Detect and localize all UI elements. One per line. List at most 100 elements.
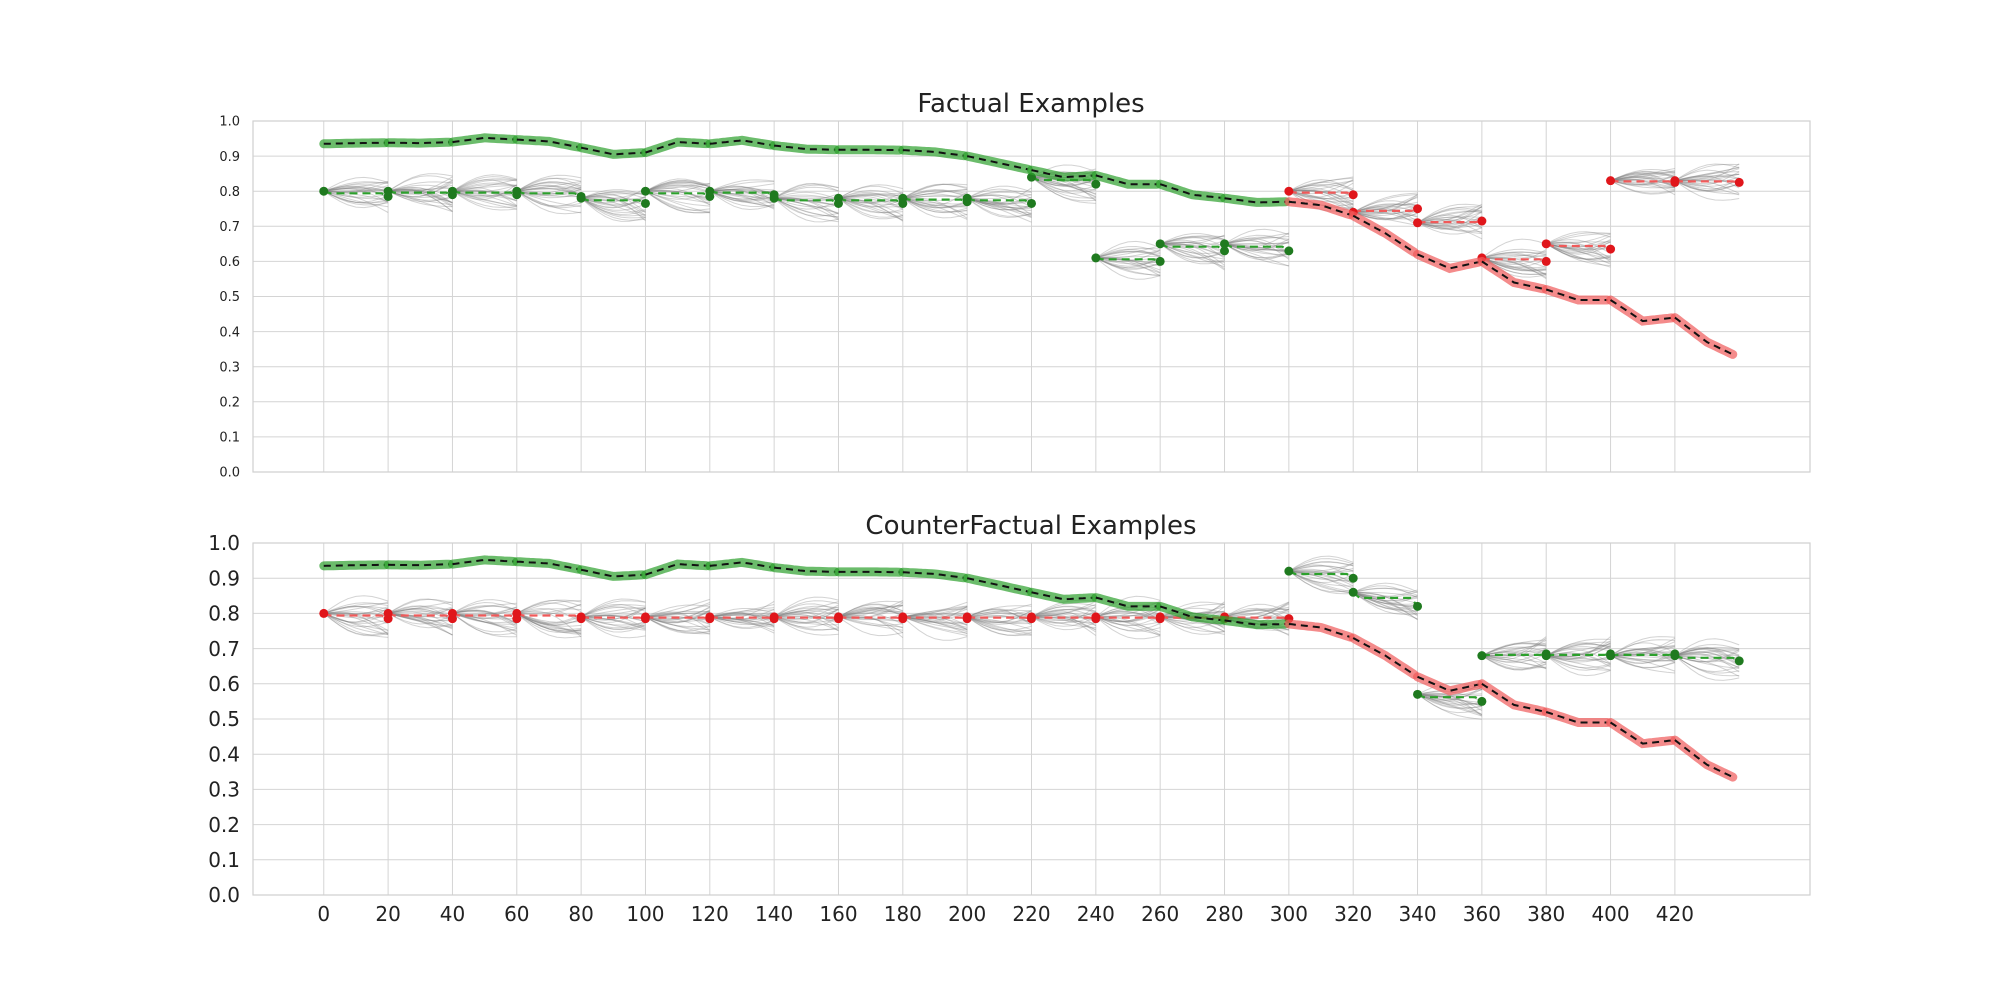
ensemble-line	[1481, 639, 1547, 657]
ensemble-line	[902, 616, 968, 633]
y-tick-label: 0.7	[219, 220, 240, 235]
factual-chart-title: Factual Examples	[917, 89, 1144, 119]
history-dashed-line	[516, 138, 579, 148]
ensemble-line	[645, 190, 710, 204]
history-segment-normal	[1091, 593, 1162, 611]
ensemble-line	[902, 197, 968, 205]
ensemble-line	[1353, 211, 1418, 221]
ensemble-line	[580, 607, 646, 624]
ensemble-line	[1353, 211, 1418, 224]
ensemble-line	[388, 184, 453, 192]
ensemble-line	[1546, 641, 1611, 657]
ensemble-line	[838, 616, 903, 631]
forecast-block	[447, 599, 522, 638]
forecast-end-point	[1606, 244, 1616, 254]
forecast-end-point	[640, 198, 650, 208]
ensemble-line	[1481, 257, 1547, 272]
ensemble-line	[967, 194, 1032, 202]
ensemble-line	[581, 614, 646, 629]
ensemble-line	[967, 190, 1032, 199]
ensemble-line	[1610, 655, 1676, 669]
ensemble-line	[709, 616, 775, 625]
ensemble-line	[902, 605, 968, 623]
ensemble-line	[1095, 616, 1161, 627]
ensemble-line	[581, 196, 646, 214]
ensemble-line	[838, 197, 903, 214]
ensemble-line	[580, 191, 646, 199]
ensemble-line	[1159, 616, 1225, 635]
ensemble-line	[1288, 182, 1354, 198]
ensemble-line	[1288, 564, 1354, 580]
ensemble-line	[323, 612, 389, 628]
ensemble-line	[1481, 254, 1547, 259]
ensemble-line	[388, 611, 453, 627]
forecast-start-point	[1284, 566, 1294, 576]
ensemble-line	[1481, 642, 1547, 657]
ensemble-line	[1288, 176, 1354, 192]
ensemble-line	[967, 197, 1032, 218]
ensemble-line	[323, 611, 389, 617]
ensemble-line	[1288, 570, 1354, 582]
ensemble-line	[1674, 653, 1740, 669]
history-dashed-line	[1481, 260, 1544, 290]
ensemble-line	[838, 197, 903, 206]
ensemble-line	[323, 181, 389, 192]
ensemble-line	[838, 616, 903, 627]
ensemble-line	[516, 190, 582, 215]
ensemble-line	[1545, 231, 1611, 245]
ensemble-line	[580, 197, 646, 216]
ensemble-line	[1352, 591, 1418, 615]
ensemble-line	[1224, 607, 1290, 624]
history-dashed-line	[1609, 721, 1672, 745]
ensemble-line	[452, 599, 517, 614]
ensemble-line	[1610, 655, 1676, 672]
ensemble-line	[902, 189, 968, 199]
ensemble-line	[902, 197, 968, 207]
ensemble-line	[1160, 243, 1225, 271]
ensemble-line	[1353, 587, 1418, 596]
ensemble-line	[709, 614, 775, 618]
ensemble-line	[1031, 614, 1097, 633]
ensemble-line	[838, 616, 903, 628]
forecast-block	[1413, 203, 1487, 240]
ensemble-line	[838, 192, 903, 199]
ensemble-line	[323, 612, 389, 616]
ensemble-line	[1546, 243, 1611, 268]
ensemble-line	[1031, 601, 1097, 618]
ensemble-line	[1095, 616, 1161, 636]
history-dashed-line	[902, 571, 965, 579]
ensemble-line	[387, 184, 453, 192]
ensemble-line	[838, 612, 904, 625]
ensemble-line	[645, 615, 710, 625]
factual-panel: Factual Examples 0.0 0.1 0.2 0.3 0.4 0.5 0.6 0.…	[219, 89, 1811, 481]
ensemble-line	[1353, 591, 1418, 615]
ensemble-line	[516, 613, 582, 639]
ensemble-line	[709, 616, 775, 634]
ensemble-line	[709, 189, 775, 203]
ensemble-line	[452, 184, 518, 200]
forecast-start-point	[1155, 612, 1165, 622]
forecast-block	[833, 184, 908, 222]
ensemble-line	[902, 613, 968, 618]
ensemble-line	[1288, 570, 1354, 587]
ensemble-line	[902, 616, 968, 630]
ensemble-line	[1417, 693, 1483, 714]
ensemble-line	[902, 190, 968, 199]
ensemble-line	[773, 197, 839, 218]
ensemble-line	[1353, 591, 1418, 604]
ensemble-line	[581, 616, 646, 628]
ensemble-line	[1545, 655, 1611, 677]
ensemble-line	[902, 188, 968, 199]
ensemble-line	[1674, 174, 1740, 182]
ensemble-line	[1288, 570, 1354, 592]
ensemble-line	[645, 598, 710, 618]
ensemble-line	[387, 612, 453, 622]
ensemble-line	[1610, 647, 1675, 657]
ensemble-line	[1031, 610, 1097, 627]
ensemble-line	[966, 188, 1032, 199]
ensemble-line	[1095, 613, 1161, 618]
ensemble-line	[709, 189, 775, 207]
forecast-start-point	[898, 193, 908, 203]
ensemble-line	[452, 612, 518, 636]
ensemble-line	[774, 197, 839, 214]
